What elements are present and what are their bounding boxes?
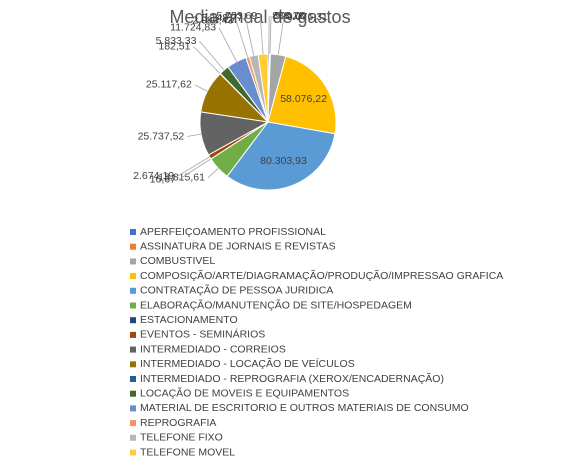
legend-swatch [130, 420, 136, 426]
legend-swatch [130, 332, 136, 338]
legend-label: ASSINATURA DE JORNAIS E REVISTAS [140, 240, 336, 252]
data-label: 5.753,69 [216, 10, 257, 22]
data-label: 80.303,93 [260, 155, 307, 167]
legend-label: CONTRATAÇÃO DE PESSOA JURIDICA [140, 284, 333, 297]
legend-swatch [130, 273, 136, 279]
data-label: 25.737,52 [138, 130, 185, 142]
leader-line [199, 41, 224, 70]
data-label: 58.076,22 [280, 93, 327, 105]
legend-label: INTERMEDIADO - CORREIOS [140, 343, 286, 355]
legend-label: EVENTOS - SEMINÁRIOS [140, 328, 265, 341]
legend-label: ESTACIONAMENTO [140, 314, 238, 326]
data-label: 2.674,19 [133, 170, 174, 182]
leader-line [219, 28, 237, 62]
legend-label: ELABORAÇÃO/MANUTENÇÃO DE SITE/HOSPEDAGEM [140, 298, 412, 311]
leader-line [193, 47, 220, 74]
legend-label: COMPOSIÇÃO/ARTE/DIAGRAMAÇÃO/PRODUÇÃO/IMP… [140, 269, 503, 282]
legend-swatch [130, 347, 136, 353]
legend-swatch [130, 258, 136, 264]
legend-swatch [130, 288, 136, 294]
legend-swatch [130, 376, 136, 382]
legend-label: APERFEIÇOAMENTO PROFISSIONAL [140, 226, 326, 238]
legend-swatch [130, 303, 136, 309]
legend-swatch [130, 229, 136, 235]
leader-line [195, 85, 207, 91]
data-label: 25.117,62 [146, 79, 192, 91]
legend-label: LOCAÇÃO DE MOVEIS E EQUIPAMENTOS [140, 386, 349, 399]
legend-label: TELEFONE FIXO [140, 432, 223, 444]
legend-label: REPROGRAFIA [140, 417, 216, 429]
legend-label: TELEFONE MOVEL [140, 446, 235, 457]
legend-label: INTERMEDIADO - LOCAÇÃO DE VEÍCULOS [140, 357, 355, 370]
legend-label: COMBUSTIVEL [140, 255, 215, 267]
leader-line [208, 168, 218, 178]
legend-swatch [130, 361, 136, 367]
legend-swatch [130, 450, 136, 456]
data-label: 9.076,31 [287, 11, 328, 23]
leader-line [187, 134, 201, 136]
legend-label: INTERMEDIADO - REPROGRAFIA (XEROX/ENCADE… [140, 372, 444, 385]
legend-swatch [130, 391, 136, 397]
legend-swatch [130, 435, 136, 441]
legend-swatch [130, 405, 136, 411]
legend-swatch [130, 317, 136, 323]
data-label: 5.833,33 [156, 35, 197, 47]
legend-label: MATERIAL DE ESCRITORIO E OUTROS MATERIAI… [140, 402, 469, 414]
legend-swatch [130, 244, 136, 250]
